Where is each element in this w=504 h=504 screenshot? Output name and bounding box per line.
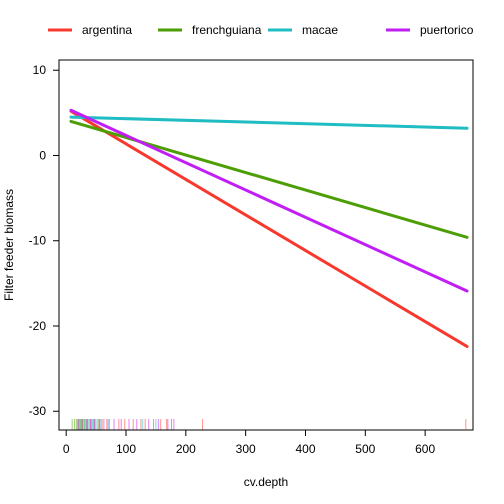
legend-label-puertorico: puertorico (420, 23, 474, 37)
x-tick-label: 300 (236, 442, 256, 456)
series-lines (69, 108, 469, 348)
y-axis-label: Filter feeder biomass (2, 189, 16, 301)
x-tick-label: 600 (415, 442, 435, 456)
rug-marks (71, 419, 467, 430)
series-line-argentina (69, 109, 469, 348)
y-tick-label: -30 (29, 404, 47, 418)
legend-label-macae: macae (302, 23, 338, 37)
plot-frame (58, 59, 474, 431)
y-tick-label: -10 (29, 234, 47, 248)
x-tick-label: 400 (295, 442, 315, 456)
y-axis: -30 -20 -10 0 10 (29, 63, 60, 418)
series-line-puertorico (69, 108, 469, 293)
x-axis: 0 100 200 300 400 500 600 (63, 429, 435, 456)
y-tick-label: 10 (33, 63, 47, 77)
x-tick-label: 0 (63, 442, 70, 456)
x-tick-label: 100 (116, 442, 136, 456)
series-line-macae (69, 115, 469, 130)
legend-label-frenchguiana: frenchguiana (192, 23, 262, 37)
y-tick-label: -20 (29, 319, 47, 333)
legend-label-argentina: argentina (82, 23, 132, 37)
legend: argentina frenchguiana macae puertorico (48, 23, 474, 37)
x-axis-label: cv.depth (244, 475, 288, 489)
x-tick-label: 500 (355, 442, 375, 456)
y-tick-label: 0 (39, 148, 46, 162)
x-tick-label: 200 (176, 442, 196, 456)
